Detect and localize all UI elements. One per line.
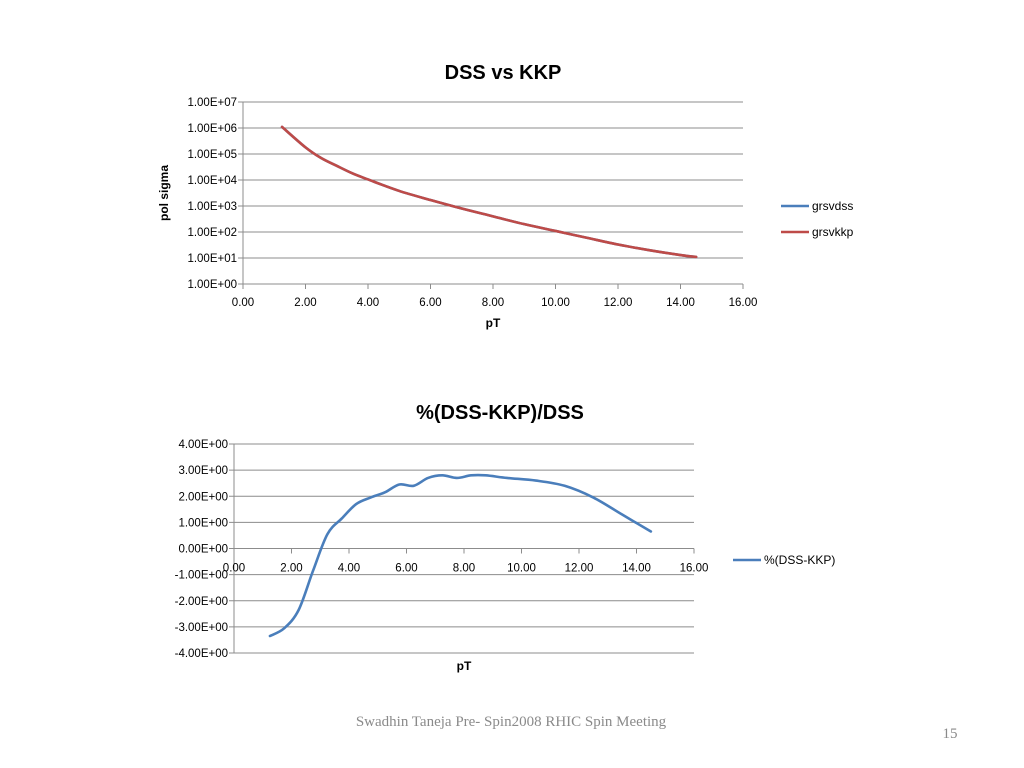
- chart1-series: [280, 125, 698, 259]
- y-tick-label: 4.00E+00: [178, 439, 228, 451]
- y-tick-label: -2.00E+00: [175, 596, 228, 608]
- chart-percent-diff: %(DSS-KKP)/DSS 4.00E+00 3.00E+00 2.00E+00 1…: [175, 402, 836, 673]
- chart1-x-axis-title: pT: [486, 316, 501, 330]
- x-tick-label: 4.00: [338, 563, 360, 575]
- x-tick-label: 8.00: [482, 297, 504, 309]
- y-tick-label: 1.00E+06: [187, 123, 237, 135]
- x-tick-label: 2.00: [280, 563, 302, 575]
- y-tick-label: -1.00E+00: [175, 570, 228, 582]
- y-tick-label: 1.00E+05: [187, 149, 237, 161]
- chart2-x-ticks: 0.00 2.00 4.00 6.00 8.00 10.00 12.00 14.00 16.00: [223, 563, 709, 575]
- series-line--dss-kkp-: [268, 473, 653, 638]
- x-tick-label: 10.00: [541, 297, 570, 309]
- y-tick-label: 3.00E+00: [178, 465, 228, 477]
- y-tick-label: 1.00E+00: [178, 517, 228, 529]
- y-tick-label: 1.00E+00: [187, 279, 237, 291]
- y-tick-label: 2.00E+00: [178, 491, 228, 503]
- x-tick-label: 14.00: [622, 563, 651, 575]
- x-tick-label: 16.00: [729, 297, 758, 309]
- y-tick-label: 1.00E+01: [187, 253, 237, 265]
- chart2-title: %(DSS-KKP)/DSS: [416, 402, 584, 424]
- chart2-gridlines: [229, 443, 695, 654]
- x-tick-label: 6.00: [419, 297, 441, 309]
- chart2-x-axis-title: pT: [457, 659, 472, 673]
- chart1-title: DSS vs KKP: [445, 62, 562, 84]
- x-tick-label: 8.00: [453, 563, 475, 575]
- y-tick-label: -4.00E+00: [175, 648, 228, 660]
- y-tick-label: 1.00E+03: [187, 201, 237, 213]
- x-tick-label: 6.00: [395, 563, 417, 575]
- chart1-y-axis-title: pol sigma: [157, 165, 171, 221]
- x-tick-label: 12.00: [565, 563, 594, 575]
- chart1-gridlines: [238, 101, 744, 289]
- x-tick-label: 0.00: [232, 297, 254, 309]
- y-tick-label: -3.00E+00: [175, 622, 228, 634]
- x-tick-label: 16.00: [680, 563, 709, 575]
- chart2-y-ticks: 4.00E+00 3.00E+00 2.00E+00 1.00E+00 0.00E+00…: [175, 439, 228, 660]
- x-tick-label: 10.00: [507, 563, 536, 575]
- slide-page-number: 15: [942, 726, 958, 742]
- chart1-y-ticks: 1.00E+07 1.00E+06 1.00E+05 1.00E+04 1.00E+03…: [187, 97, 237, 291]
- series-line-grsvdss: [280, 125, 698, 259]
- chart1-legend: grsvdss grsvkkp: [781, 199, 854, 239]
- chart-dss-vs-kkp: DSS vs KKP 1.00E+071.00E+061.00E+051.00E…: [157, 62, 854, 330]
- y-tick-label: 1.00E+04: [187, 175, 237, 187]
- legend-label: grsvkkp: [812, 225, 854, 239]
- x-tick-label: 12.00: [604, 297, 633, 309]
- x-tick-label: 2.00: [294, 297, 316, 309]
- chart2-series: [268, 473, 653, 638]
- slide-footer: Swadhin Taneja Pre- Spin2008 RHIC Spin M…: [355, 714, 667, 730]
- y-tick-label: 1.00E+02: [187, 227, 237, 239]
- legend-label: grsvdss: [812, 199, 853, 213]
- x-tick-label: 4.00: [357, 297, 379, 309]
- series-line-grsvkkp: [280, 125, 698, 259]
- y-tick-label: 1.00E+07: [187, 97, 237, 109]
- chart1-x-ticks: 0.00 2.00 4.00 6.00 8.00 10.00 12.00 14.00 16.00: [232, 297, 758, 309]
- legend-label: %(DSS-KKP): [764, 553, 835, 567]
- y-tick-label: 0.00E+00: [178, 544, 228, 556]
- x-tick-label: 14.00: [666, 297, 695, 309]
- x-tick-label: 0.00: [223, 563, 245, 575]
- chart2-legend: %(DSS-KKP): [733, 553, 835, 567]
